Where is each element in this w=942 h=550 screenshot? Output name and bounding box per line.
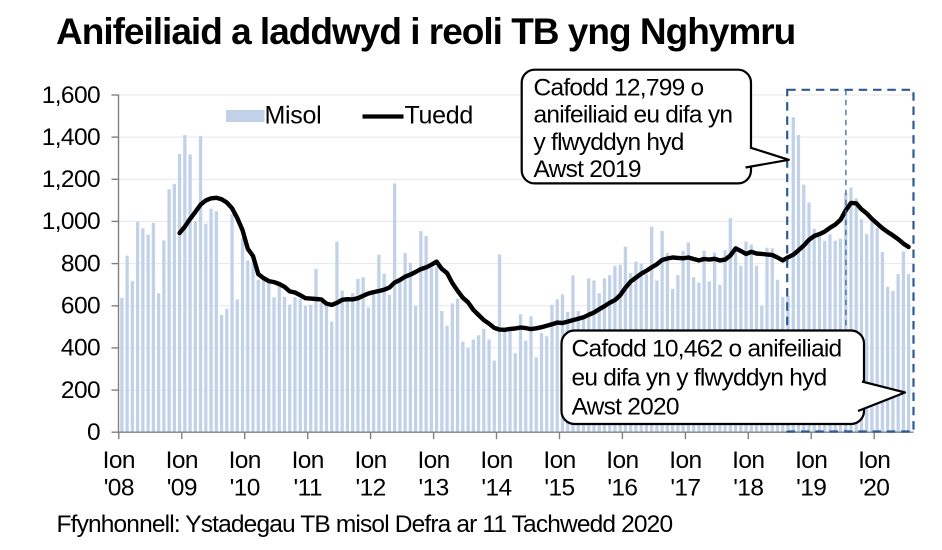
svg-text:Awst 2019: Awst 2019 — [534, 156, 641, 183]
svg-text:'15: '15 — [544, 475, 574, 502]
svg-text:'13: '13 — [419, 475, 449, 502]
svg-text:Ion: Ion — [354, 447, 386, 474]
svg-text:1,400: 1,400 — [42, 124, 100, 151]
svg-text:Ion: Ion — [166, 447, 198, 474]
svg-text:1,000: 1,000 — [42, 208, 100, 235]
svg-text:800: 800 — [61, 250, 100, 277]
svg-text:anifeiliaid eu difa yn: anifeiliaid eu difa yn — [534, 102, 733, 129]
svg-text:eu difa yn y flwyddyn hyd: eu difa yn y flwyddyn hyd — [572, 365, 827, 392]
svg-text:'19: '19 — [796, 475, 826, 502]
svg-text:Ion: Ion — [732, 447, 764, 474]
svg-text:'18: '18 — [733, 475, 763, 502]
svg-text:'11: '11 — [294, 475, 322, 502]
svg-text:Cafodd 10,462 o anifeiliaid: Cafodd 10,462 o anifeiliaid — [572, 336, 842, 363]
svg-text:Ion: Ion — [480, 447, 512, 474]
svg-text:'08: '08 — [104, 475, 134, 502]
svg-text:600: 600 — [61, 293, 100, 320]
svg-text:Awst 2020: Awst 2020 — [572, 394, 679, 421]
svg-text:Cafodd 12,799 o: Cafodd 12,799 o — [534, 75, 704, 102]
svg-text:'10: '10 — [230, 475, 260, 502]
svg-text:Ion: Ion — [795, 447, 827, 474]
svg-text:1,200: 1,200 — [42, 166, 100, 193]
svg-text:'17: '17 — [670, 475, 700, 502]
svg-text:Ion: Ion — [292, 447, 324, 474]
svg-text:Ion: Ion — [103, 447, 135, 474]
svg-text:'16: '16 — [607, 475, 637, 502]
svg-text:Ion: Ion — [417, 447, 449, 474]
svg-text:Ion: Ion — [229, 447, 261, 474]
svg-text:'14: '14 — [481, 475, 511, 502]
svg-text:Ion: Ion — [606, 447, 638, 474]
svg-text:Misol: Misol — [265, 101, 322, 129]
svg-text:Ion: Ion — [543, 447, 575, 474]
svg-text:'20: '20 — [859, 475, 889, 502]
svg-text:'09: '09 — [167, 475, 197, 502]
svg-text:0: 0 — [87, 419, 100, 446]
svg-text:'12: '12 — [356, 475, 386, 502]
svg-text:400: 400 — [61, 335, 100, 362]
svg-text:Ion: Ion — [669, 447, 701, 474]
svg-text:200: 200 — [61, 377, 100, 404]
svg-text:1,600: 1,600 — [42, 82, 100, 109]
svg-text:Tuedd: Tuedd — [405, 101, 473, 129]
svg-text:Ion: Ion — [858, 447, 890, 474]
svg-text:y flwyddyn hyd: y flwyddyn hyd — [534, 129, 684, 156]
